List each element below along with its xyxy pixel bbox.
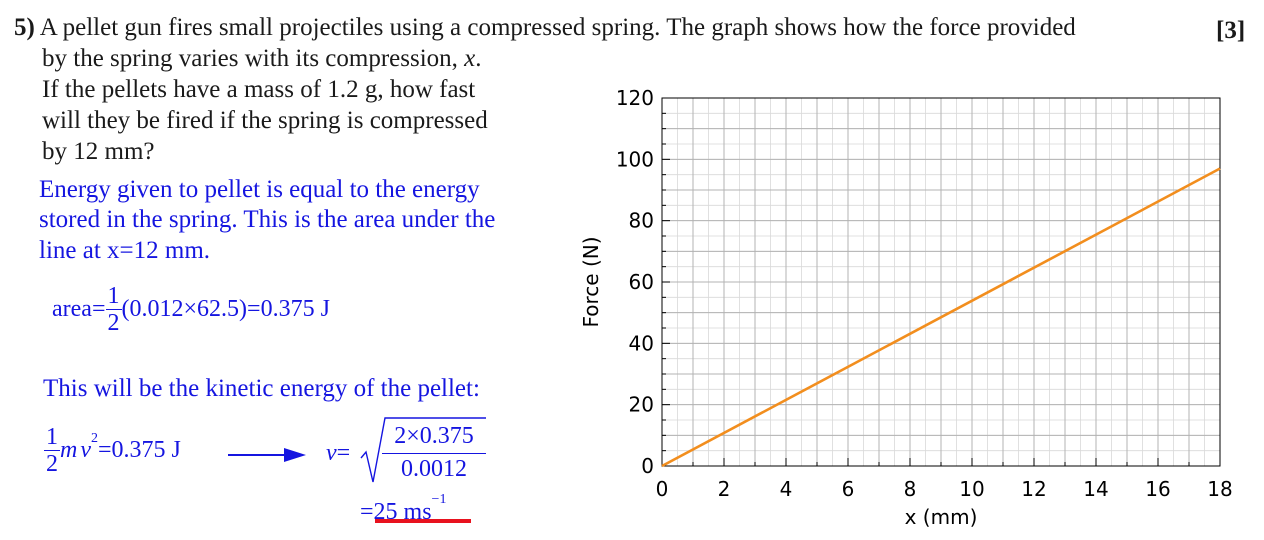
- sqrt-sign-icon: [360, 417, 486, 483]
- answer-underline: [375, 519, 471, 523]
- answer-line-1: Energy given to pellet is equal to the e…: [39, 176, 480, 203]
- x-tick-label: 18: [1207, 477, 1232, 501]
- answer-line-3: line at x=12 mm.: [39, 237, 211, 264]
- y-tick-label: 40: [629, 331, 654, 355]
- axis-ticks: [661, 97, 1221, 467]
- ke-mass: m: [60, 437, 78, 463]
- x-tick-label: 14: [1083, 477, 1108, 501]
- y-tick-label: 20: [629, 393, 654, 417]
- sqrt-numerator: 2×0.375: [394, 423, 474, 449]
- half-numerator: 1: [105, 283, 122, 310]
- x-tick-label: 4: [780, 477, 793, 501]
- ke-half-denominator: 2: [46, 451, 58, 477]
- question-line-5: by 12 mm?: [42, 138, 155, 165]
- marks-label: [3]: [1216, 17, 1246, 44]
- y-tick-labels: 0 20 40 60 80 100 120: [616, 86, 654, 478]
- ke-line: This will be the kinetic energy of the p…: [43, 375, 480, 402]
- major-grid: [661, 97, 1221, 467]
- half-denominator: 2: [107, 310, 120, 336]
- force-compression-chart: 0 2 4 6 8 10 12 14 16 18 0 20 40 60 80 100 120 x (mm) F…: [579, 86, 1233, 529]
- question-line-4: will they be fired if the spring is comp…: [42, 107, 488, 134]
- x-tick-label: 6: [842, 477, 855, 501]
- x-tick-labels: 0 2 4 6 8 10 12 14 16 18: [656, 477, 1233, 501]
- x-axis-label: x (mm): [905, 505, 978, 529]
- x-tick-label: 8: [904, 477, 917, 501]
- ke-velocity: v: [80, 437, 91, 463]
- y-tick-label: 80: [629, 209, 654, 233]
- y-tick-label: 0: [641, 454, 654, 478]
- v-eq-sign: =: [336, 440, 351, 466]
- ke-result: =0.375 J: [98, 437, 181, 463]
- y-tick-label: 100: [616, 147, 654, 171]
- x-tick-label: 12: [1021, 477, 1046, 501]
- ke-exponent: 2: [91, 431, 98, 447]
- y-axis-label: Force (N): [579, 236, 603, 327]
- question-text-1: A pellet gun fires small projectiles usi…: [39, 14, 1076, 41]
- question-number: 5): [14, 14, 35, 41]
- question-var-x: x: [464, 45, 476, 72]
- sqrt-fraction: 2×0.375 0.0012: [382, 422, 486, 484]
- answer-line-2: stored in the spring. This is the area u…: [39, 206, 496, 233]
- question-line-3: If the pellets have a mass of 1.2 g, how…: [42, 76, 476, 103]
- question-line-1: 5) A pellet gun fires small projectiles …: [14, 12, 1076, 43]
- area-result: =0.375 J: [247, 296, 330, 322]
- question-text-2a: by the spring varies with its compressio…: [42, 45, 465, 72]
- x-tick-label: 16: [1145, 477, 1170, 501]
- ke-equation: 1 2 m v2=0.375 J: [44, 424, 181, 477]
- data-lines: [661, 167, 1221, 468]
- question-line-2: by the spring varies with its compressio…: [42, 43, 482, 74]
- question-text-2b: .: [475, 45, 482, 72]
- force-line: [661, 167, 1221, 468]
- x-tick-label: 10: [959, 477, 984, 501]
- v-symbol: v: [326, 440, 337, 466]
- area-label: area: [52, 296, 92, 322]
- v-label: v=: [326, 440, 350, 467]
- sqrt-denominator: 0.0012: [382, 453, 486, 484]
- y-tick-label: 120: [616, 86, 654, 110]
- right-arrow-icon: [228, 448, 306, 462]
- area-equation: area= 1 2 (0.012×62.5)=0.375 J: [52, 283, 330, 336]
- area-eq-sign: =: [91, 296, 106, 322]
- x-tick-label: 2: [718, 477, 731, 501]
- area-expression: (0.012×62.5): [121, 296, 248, 322]
- ke-half-numerator: 1: [44, 424, 60, 451]
- x-tick-label: 0: [656, 477, 669, 501]
- final-exponent: −1: [431, 492, 447, 507]
- y-tick-label: 60: [629, 270, 654, 294]
